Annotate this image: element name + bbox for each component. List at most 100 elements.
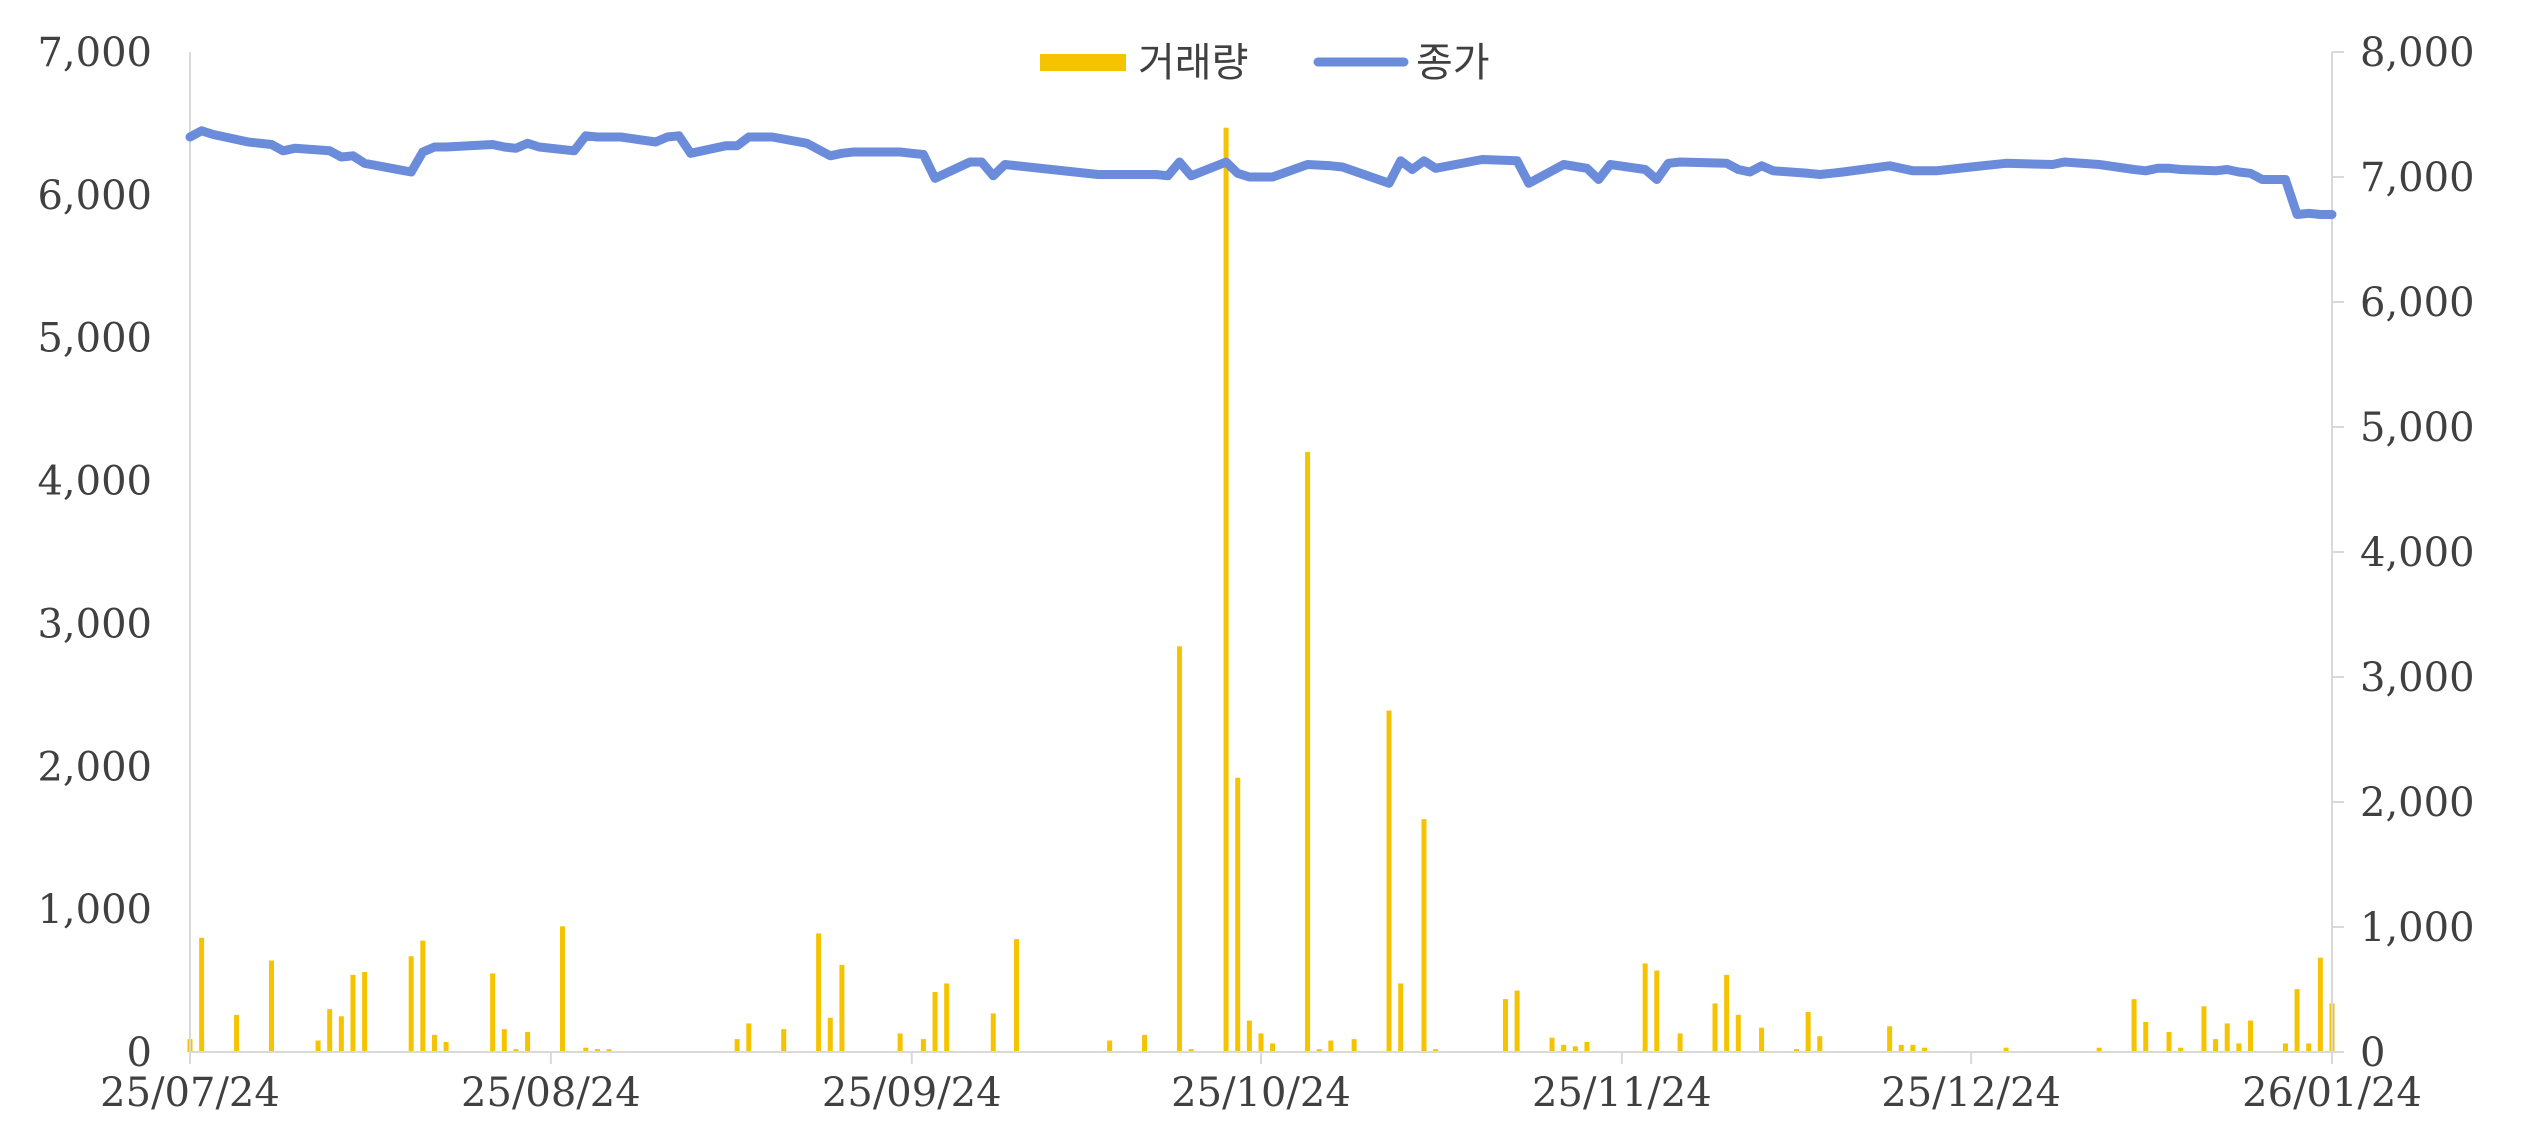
volume-bar bbox=[827, 1017, 833, 1052]
volume-bar bbox=[1502, 999, 1508, 1052]
volume-bar bbox=[1805, 1012, 1811, 1052]
volume-bar bbox=[606, 1049, 612, 1052]
volume-bar bbox=[268, 960, 274, 1052]
volume-bar bbox=[920, 1039, 926, 1052]
volume-bar bbox=[1922, 1047, 1928, 1052]
volume-bar bbox=[944, 983, 950, 1052]
volume-bar bbox=[1014, 939, 1020, 1052]
volume-bar bbox=[1712, 1003, 1718, 1052]
y-right-tick-label: 5,000 bbox=[2360, 405, 2475, 451]
volume-bar bbox=[1246, 1020, 1252, 1052]
y-left-tick-label: 7,000 bbox=[37, 30, 152, 76]
axes: 0 1,000 2,000 3,000 4,000 5,000 6,000 7,000 0 1,0… bbox=[37, 30, 2474, 1116]
volume-bar bbox=[1142, 1034, 1148, 1052]
volume-bar bbox=[1759, 1027, 1765, 1052]
volume-bar bbox=[2178, 1047, 2184, 1052]
volume-bar bbox=[897, 1033, 903, 1052]
volume-bar bbox=[1561, 1044, 1567, 1052]
legend-swatch-volume bbox=[1040, 54, 1126, 71]
y-right-tick-label: 0 bbox=[2360, 1030, 2385, 1076]
volume-bar bbox=[583, 1047, 589, 1052]
volume-bar bbox=[1514, 990, 1520, 1052]
legend-label-volume: 거래량 bbox=[1138, 40, 1248, 86]
volume-bar bbox=[490, 973, 496, 1052]
volume-bar bbox=[1398, 983, 1404, 1052]
volume-bar bbox=[2213, 1039, 2219, 1052]
y-left-tick-label: 3,000 bbox=[37, 601, 152, 647]
volume-bar bbox=[327, 1009, 333, 1052]
x-tick-label: 25/10/24 bbox=[1171, 1070, 1351, 1116]
y-left-tick-label: 1,000 bbox=[37, 887, 152, 933]
volume-bar bbox=[734, 1039, 740, 1052]
volume-bar bbox=[1107, 1040, 1113, 1052]
volume-bar bbox=[1188, 1049, 1194, 1052]
y-right-tick-label: 7,000 bbox=[2360, 155, 2475, 201]
close-price-line bbox=[185, 126, 2337, 219]
volume-bar bbox=[199, 937, 205, 1052]
volume-bar bbox=[781, 1029, 787, 1052]
volume-bar bbox=[839, 964, 845, 1052]
volume-bar bbox=[1177, 646, 1183, 1052]
volume-bar bbox=[2096, 1047, 2102, 1052]
y-right-tick-label: 1,000 bbox=[2360, 905, 2475, 951]
volume-bar bbox=[362, 972, 368, 1052]
volume-bar bbox=[315, 1040, 321, 1052]
volume-bar bbox=[2306, 1043, 2312, 1052]
volume-bar bbox=[443, 1042, 449, 1052]
volume-bar bbox=[1316, 1049, 1322, 1052]
volume-bar bbox=[932, 992, 938, 1052]
legend: 거래량 종가 bbox=[1040, 40, 1490, 86]
volume-bar bbox=[1677, 1033, 1683, 1052]
legend-label-close: 종가 bbox=[1416, 40, 1490, 86]
y-left-tick-label: 6,000 bbox=[37, 173, 152, 219]
volume-bar bbox=[560, 926, 566, 1052]
volume-bar bbox=[2003, 1047, 2009, 1052]
volume-bars bbox=[187, 127, 2335, 1052]
x-tick-label: 25/08/24 bbox=[461, 1070, 641, 1116]
volume-bar bbox=[420, 940, 426, 1052]
volume-bar bbox=[1351, 1039, 1357, 1052]
volume-bar bbox=[338, 1016, 344, 1052]
volume-bar bbox=[2317, 957, 2323, 1052]
volume-bar bbox=[1898, 1044, 1904, 1052]
volume-bar bbox=[1549, 1037, 1555, 1052]
y-left-tick-label: 2,000 bbox=[37, 744, 152, 790]
x-tick-label: 26/01/24 bbox=[2242, 1070, 2422, 1116]
y-left-tick-label: 5,000 bbox=[37, 316, 152, 362]
volume-bar bbox=[431, 1034, 437, 1052]
volume-bar bbox=[2282, 1043, 2288, 1052]
y-left-tick-label: 0 bbox=[127, 1030, 152, 1076]
volume-bar bbox=[1421, 819, 1427, 1052]
y-right-tick-label: 8,000 bbox=[2360, 30, 2475, 76]
x-tick-label: 25/07/24 bbox=[100, 1070, 280, 1116]
volume-bar bbox=[1258, 1033, 1264, 1052]
volume-bar bbox=[594, 1049, 600, 1052]
volume-bar bbox=[1910, 1044, 1916, 1052]
volume-bar bbox=[513, 1049, 519, 1052]
volume-bar bbox=[990, 1013, 996, 1052]
volume-bar bbox=[2248, 1020, 2254, 1052]
volume-bar bbox=[2131, 999, 2137, 1052]
volume-bar bbox=[234, 1014, 240, 1052]
volume-bar bbox=[350, 974, 356, 1052]
volume-bar bbox=[2166, 1032, 2172, 1052]
volume-bar bbox=[2236, 1043, 2242, 1052]
volume-bar bbox=[525, 1032, 531, 1052]
volume-bar bbox=[1235, 777, 1241, 1052]
volume-bar bbox=[1223, 127, 1229, 1052]
volume-bar bbox=[1386, 710, 1392, 1052]
volume-bar bbox=[1724, 974, 1730, 1052]
y-right-tick-label: 6,000 bbox=[2360, 280, 2475, 326]
volume-bar bbox=[746, 1023, 752, 1052]
volume-bar bbox=[816, 933, 822, 1052]
volume-bar bbox=[2143, 1022, 2149, 1052]
volume-bar bbox=[1735, 1014, 1741, 1052]
volume-bar bbox=[1433, 1049, 1439, 1052]
volume-bar bbox=[1584, 1042, 1590, 1052]
x-tick-label: 25/11/24 bbox=[1532, 1070, 1712, 1116]
y-right-tick-label: 4,000 bbox=[2360, 530, 2475, 576]
volume-bar bbox=[1270, 1043, 1276, 1052]
y-right-tick-label: 2,000 bbox=[2360, 780, 2475, 826]
y-left-tick-label: 4,000 bbox=[37, 459, 152, 505]
volume-bar bbox=[1328, 1040, 1334, 1052]
